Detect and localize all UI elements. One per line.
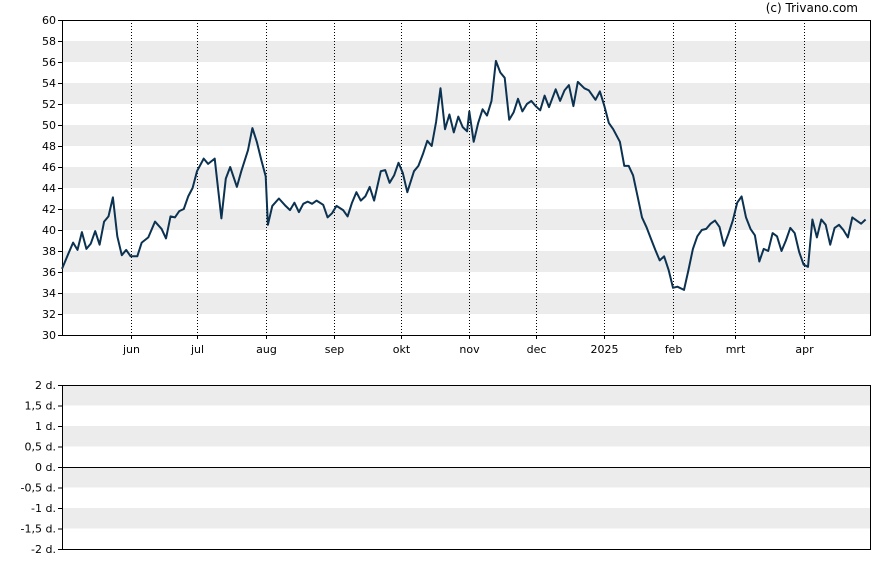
y-tick-label: 1 d. — [35, 420, 56, 433]
y-tick-label: 52 — [42, 98, 56, 111]
y-tick-label: 2 d. — [35, 379, 56, 392]
y-tick-label: 60 — [42, 14, 56, 27]
x-tick-label: apr — [795, 343, 814, 356]
price-band — [62, 293, 870, 314]
y-tick-label: 56 — [42, 56, 56, 69]
y-tick-label: -1 d. — [31, 502, 56, 515]
y-tick-label: 1,5 d. — [25, 400, 56, 413]
price-band — [62, 209, 870, 230]
days-band — [62, 426, 870, 447]
price-panel-frame — [62, 20, 871, 336]
y-tick-label: 58 — [42, 35, 56, 48]
price-panel-border — [62, 20, 871, 336]
price-band — [62, 83, 870, 104]
days-band — [62, 467, 870, 488]
y-tick-label: 50 — [42, 119, 56, 132]
y-tick-label: 54 — [42, 77, 56, 90]
days-panel-frame — [62, 385, 871, 550]
price-panel-y-axis: 60 58 56 54 52 50 48 46 44 42 40 38 36 34 32 30 — [42, 14, 62, 342]
price-band — [62, 125, 870, 146]
x-tick-label: aug — [256, 343, 277, 356]
y-tick-label: 0 d. — [35, 461, 56, 474]
price-band — [62, 167, 870, 188]
days-band — [62, 508, 870, 529]
y-tick-label: 34 — [42, 287, 56, 300]
y-tick-label: -2 d. — [31, 543, 56, 556]
y-tick-label: -1,5 d. — [21, 523, 56, 536]
x-tick-label: feb — [665, 343, 683, 356]
x-tick-label: mrt — [726, 343, 746, 356]
x-tick-label: nov — [459, 343, 480, 356]
price-series — [61, 59, 867, 291]
y-tick-label: 46 — [42, 161, 56, 174]
days-band — [62, 385, 870, 406]
y-tick-label: 32 — [42, 308, 56, 321]
y-tick-label: 38 — [42, 245, 56, 258]
price-band — [62, 251, 870, 272]
copyright-label: (c) Trivano.com — [765, 1, 858, 15]
y-tick-label: 30 — [42, 329, 56, 342]
days-panel-y-axis: 2 d. 1,5 d. 1 d. 0,5 d. 0 d. -0,5 d. -1 d. -1,5… — [21, 379, 62, 556]
y-tick-label: 48 — [42, 140, 56, 153]
y-tick-label: 42 — [42, 203, 56, 216]
price-band — [62, 41, 870, 62]
y-tick-label: 0,5 d. — [25, 441, 56, 454]
x-tick-label: jun — [122, 343, 140, 356]
x-tick-label: 2025 — [591, 343, 619, 356]
y-tick-label: 40 — [42, 224, 56, 237]
price-line — [61, 59, 867, 291]
x-tick-label: jul — [190, 343, 204, 356]
days-panel-bands — [62, 385, 870, 529]
price-panel-x-axis: jun jul aug sep okt nov dec 2025 feb mrt apr — [122, 335, 814, 356]
y-tick-label: 36 — [42, 266, 56, 279]
x-tick-label: sep — [325, 343, 344, 356]
x-tick-label: okt — [393, 343, 411, 356]
x-tick-label: dec — [527, 343, 547, 356]
y-tick-label: -0,5 d. — [21, 482, 56, 495]
price-panel-bands — [62, 41, 870, 314]
y-tick-label: 44 — [42, 182, 56, 195]
